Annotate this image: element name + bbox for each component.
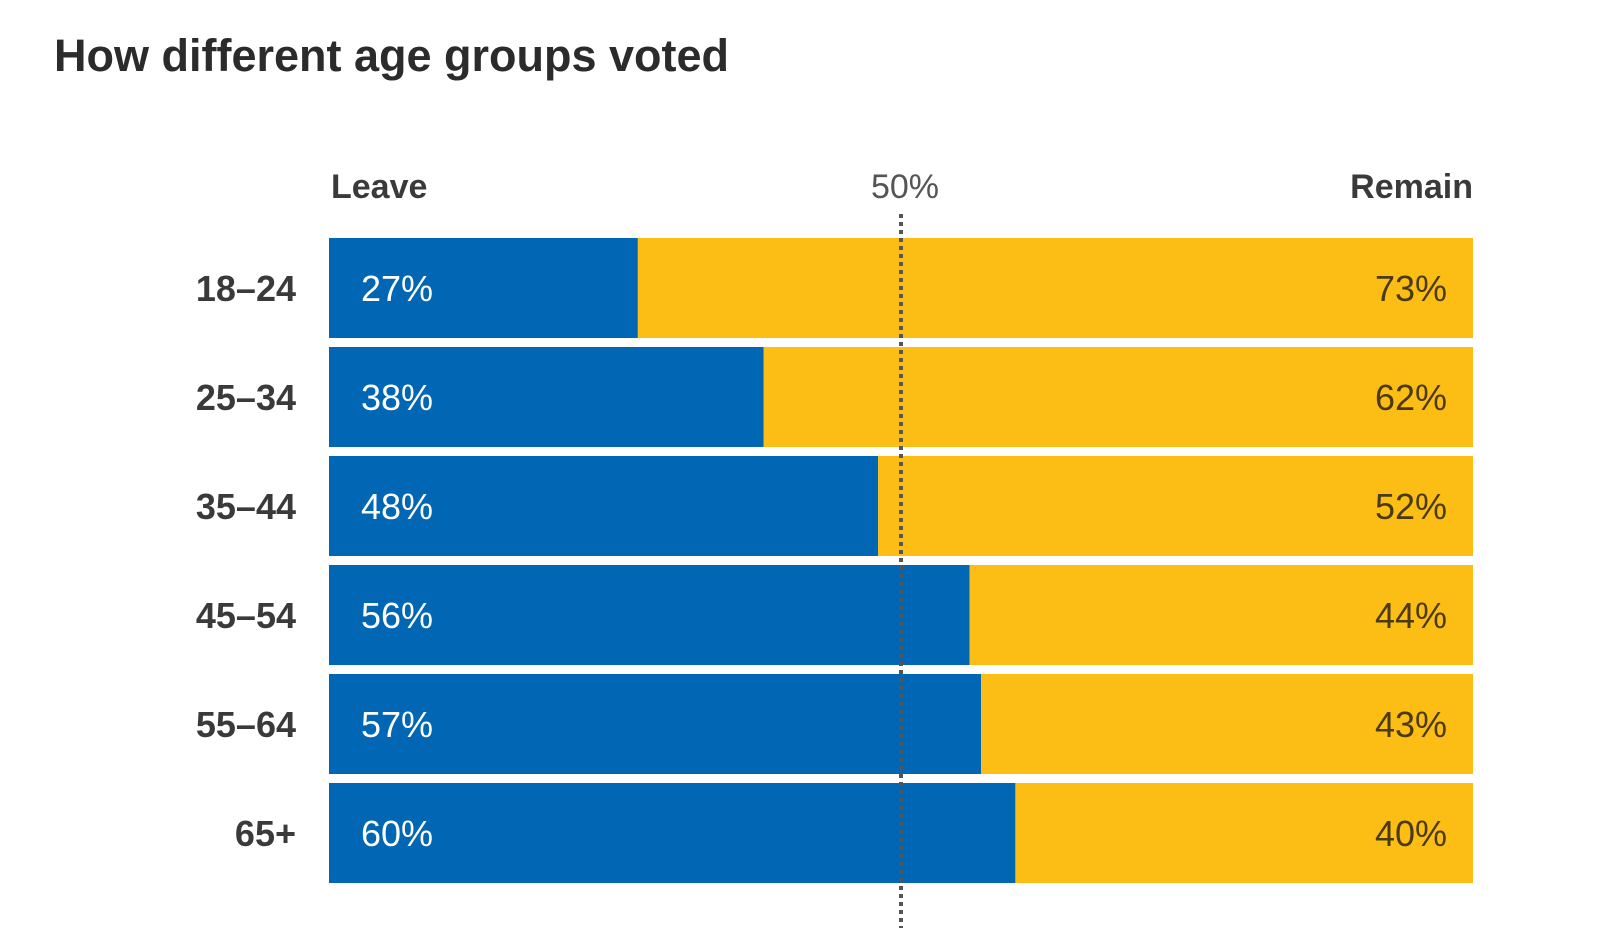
remain-bar-5 — [981, 674, 1473, 774]
remain-value-label: 62% — [1375, 377, 1447, 418]
category-label: 45–54 — [196, 595, 296, 636]
remain-value-label: 43% — [1375, 704, 1447, 745]
leave-bar-4 — [329, 565, 970, 665]
leave-bar-2 — [329, 347, 764, 447]
leave-bar-5 — [329, 674, 982, 774]
category-label: 25–34 — [196, 377, 296, 418]
remain-value-label: 73% — [1375, 268, 1447, 309]
chart-title: How different age groups voted — [54, 30, 730, 81]
category-label: 18–24 — [196, 268, 296, 309]
reference-line-label: 50% — [871, 168, 939, 206]
leave-value-label: 38% — [361, 377, 433, 418]
leave-value-label: 48% — [361, 486, 433, 527]
category-label: 35–44 — [196, 486, 296, 527]
bars-group: 18–24 27% 73% 25–34 38% 62% 35–44 48% 52% 45–54 56… — [196, 238, 1473, 883]
category-label: 65+ — [235, 813, 296, 854]
remain-bar-3 — [878, 456, 1473, 556]
leave-header: Leave — [331, 168, 427, 206]
leave-bar-3 — [329, 456, 879, 556]
remain-value-label: 40% — [1375, 813, 1447, 854]
leave-value-label: 57% — [361, 704, 433, 745]
leave-bar-1 — [329, 238, 638, 338]
category-label: 55–64 — [196, 704, 296, 745]
remain-value-label: 44% — [1375, 595, 1447, 636]
remain-bar-6 — [1015, 783, 1473, 883]
leave-value-label: 56% — [361, 595, 433, 636]
remain-header: Remain — [1350, 168, 1473, 206]
remain-value-label: 52% — [1375, 486, 1447, 527]
remain-bar-1 — [637, 238, 1473, 338]
leave-value-label: 27% — [361, 268, 433, 309]
leave-value-label: 60% — [361, 813, 433, 854]
remain-bar-4 — [969, 565, 1473, 665]
remain-bar-2 — [763, 347, 1473, 447]
